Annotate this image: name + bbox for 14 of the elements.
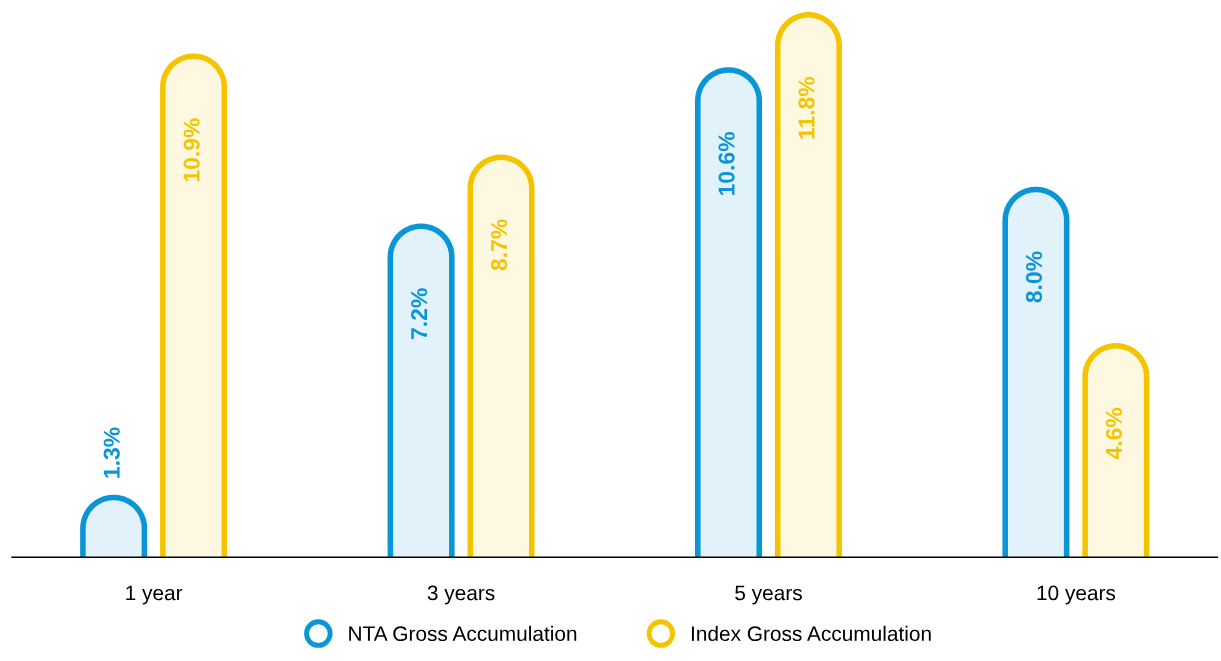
legend-label: Index Gross Accumulation — [691, 625, 931, 642]
data-label: 10.6% — [718, 132, 735, 195]
x-tick-label: 3 years — [427, 585, 495, 605]
legend-label: NTA Gross Accumulation — [349, 625, 577, 642]
x-tick-label: 1 year — [126, 585, 183, 605]
data-label: 1.3% — [103, 427, 120, 478]
data-label: 10.9% — [183, 118, 200, 182]
x-tick-label: 5 years — [735, 585, 802, 605]
data-label: 8.7% — [490, 219, 508, 271]
data-label: 11.8% — [798, 76, 815, 139]
data-label: 7.2% — [411, 288, 428, 339]
x-tick-label: 10 years — [1037, 585, 1116, 605]
data-label: 8.0% — [1025, 251, 1043, 303]
data-label: 4.6% — [1105, 407, 1123, 460]
